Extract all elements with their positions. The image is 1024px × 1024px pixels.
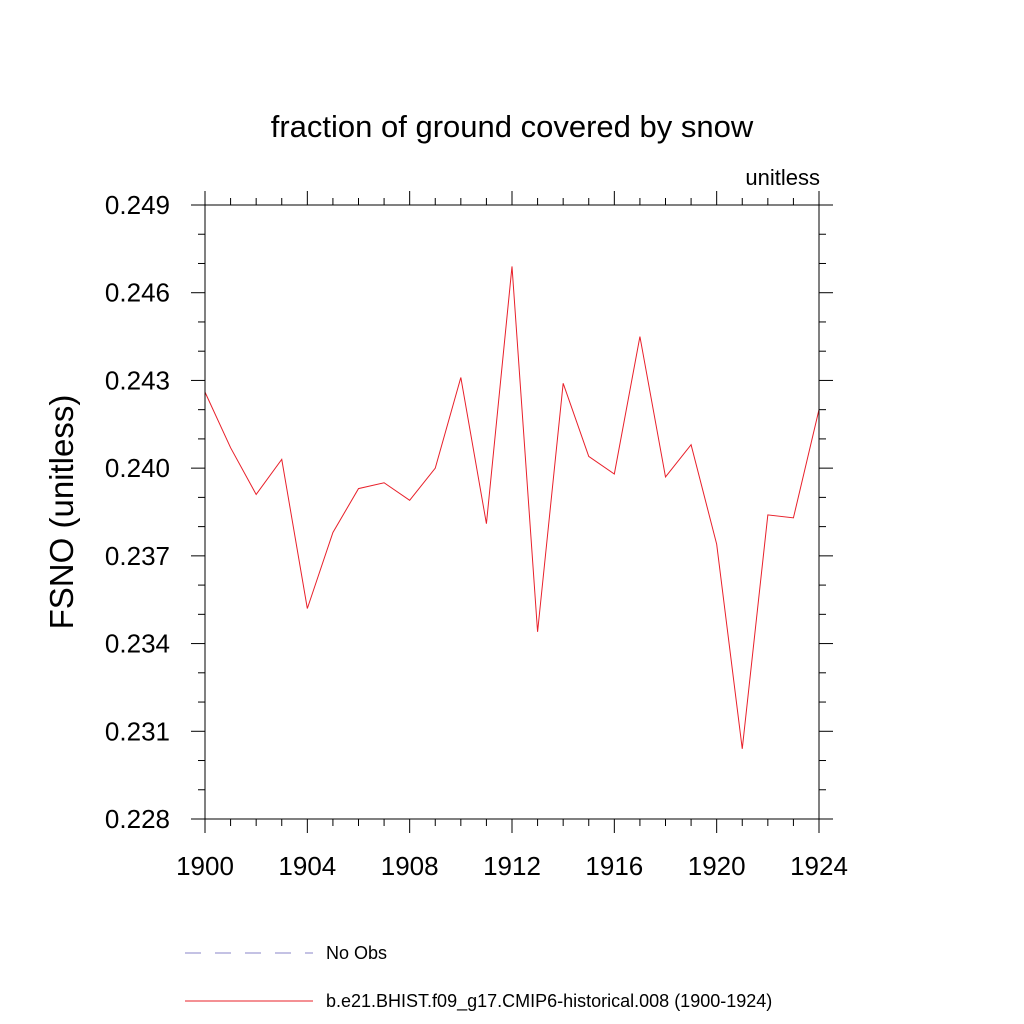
legend: No Obs b.e21.BHIST.f09_g17.CMIP6-histori… bbox=[185, 943, 772, 1012]
chart-title: fraction of ground covered by snow bbox=[271, 109, 754, 144]
y-tick-label-0.249: 0.249 bbox=[105, 190, 170, 220]
y-tick-label-0.234: 0.234 bbox=[105, 629, 170, 659]
y-tick-label-0.231: 0.231 bbox=[105, 716, 170, 746]
legend-label-no-obs: No Obs bbox=[326, 943, 387, 963]
y-tick-label-0.228: 0.228 bbox=[105, 804, 170, 834]
x-tick-label-1924: 1924 bbox=[790, 851, 848, 881]
axis-tick-labels: 1900 1904 1908 1912 1916 1920 1924 0.228 0.231 0.… bbox=[105, 190, 848, 881]
x-tick-label-1904: 1904 bbox=[278, 851, 336, 881]
series-line-1 bbox=[204, 266, 820, 749]
x-tick-label-1920: 1920 bbox=[688, 851, 746, 881]
plot-frame bbox=[204, 204, 820, 820]
legend-label-model: b.e21.BHIST.f09_g17.CMIP6-historical.008… bbox=[326, 991, 772, 1012]
x-tick-label-1916: 1916 bbox=[585, 851, 643, 881]
x-tick-label-1900: 1900 bbox=[176, 851, 234, 881]
units-label: unitless bbox=[745, 165, 820, 190]
y-axis-label: FSNO (unitless) bbox=[43, 395, 80, 630]
x-tick-label-1912: 1912 bbox=[483, 851, 541, 881]
axis-ticks bbox=[191, 191, 833, 833]
y-tick-label-0.237: 0.237 bbox=[105, 541, 170, 571]
series-layer bbox=[204, 266, 820, 749]
y-tick-label-0.246: 0.246 bbox=[105, 278, 170, 308]
x-tick-label-1908: 1908 bbox=[381, 851, 439, 881]
y-tick-label-0.243: 0.243 bbox=[105, 365, 170, 395]
y-tick-label-0.240: 0.240 bbox=[105, 453, 170, 483]
